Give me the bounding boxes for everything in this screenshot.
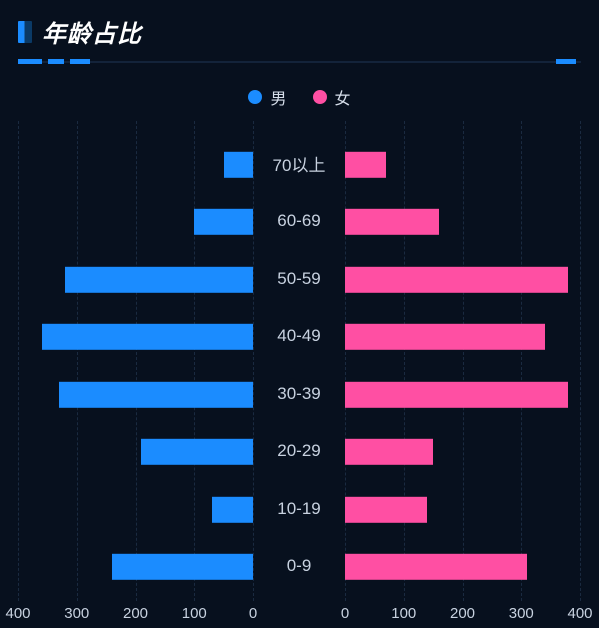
bar-female xyxy=(345,209,439,235)
axis-tick: 300 xyxy=(509,605,534,622)
chart-left-col xyxy=(18,121,253,601)
bar-row xyxy=(18,199,253,257)
bar-row xyxy=(18,256,253,314)
gridline xyxy=(580,121,581,601)
category-label: 40-49 xyxy=(253,308,345,366)
bar-male xyxy=(65,267,253,293)
bar-female xyxy=(345,382,568,408)
bar-male xyxy=(112,554,253,580)
x-axis-right: 0100200300400 xyxy=(345,605,580,627)
bar-male xyxy=(59,382,253,408)
bar-female xyxy=(345,554,527,580)
bars-female xyxy=(345,121,580,601)
legend-item-female: 女 xyxy=(313,85,351,109)
bar-female xyxy=(345,324,545,350)
bar-male xyxy=(141,439,253,465)
bar-female xyxy=(345,267,568,293)
category-label: 10-19 xyxy=(253,480,345,538)
bar-row xyxy=(18,486,253,544)
bar-male xyxy=(42,324,254,350)
bar-row xyxy=(345,371,580,429)
category-label: 30-39 xyxy=(253,365,345,423)
bar-row xyxy=(18,544,253,602)
axis-tick: 0 xyxy=(341,605,349,622)
chart-label-col: 70以上60-6950-5940-4930-3920-2910-190-9 xyxy=(253,121,345,601)
bar-row xyxy=(18,314,253,372)
legend-label: 男 xyxy=(270,85,286,109)
axis-tick: 200 xyxy=(450,605,475,622)
chart-right-col xyxy=(345,121,580,601)
category-label: 70以上 xyxy=(253,135,345,193)
category-label: 50-59 xyxy=(253,250,345,308)
category-label: 0-9 xyxy=(253,538,345,596)
bar-row xyxy=(345,486,580,544)
axis-tick: 400 xyxy=(5,605,30,622)
bar-row xyxy=(345,256,580,314)
category-label: 20-29 xyxy=(253,423,345,481)
bar-row xyxy=(18,429,253,487)
bar-row xyxy=(345,544,580,602)
bar-accent-icon xyxy=(18,21,32,43)
x-axis-left: 4003002001000 xyxy=(18,605,253,627)
axis-tick: 100 xyxy=(182,605,207,622)
bar-row xyxy=(345,429,580,487)
axis-tick: 0 xyxy=(249,605,257,622)
male-swatch-icon xyxy=(248,90,262,104)
underline-accent xyxy=(556,59,576,64)
underline-base xyxy=(18,61,581,63)
legend: 男女 xyxy=(18,85,581,109)
age-chart: 70以上60-6950-5940-4930-3920-2910-190-9 xyxy=(18,121,581,601)
underline-accent xyxy=(18,59,42,64)
bars-male xyxy=(18,121,253,601)
bar-row xyxy=(18,371,253,429)
bar-row xyxy=(345,199,580,257)
underline-accent xyxy=(70,59,90,64)
bar-male xyxy=(224,152,253,178)
bar-row xyxy=(345,141,580,199)
legend-label: 女 xyxy=(335,85,351,109)
axis-tick: 400 xyxy=(567,605,592,622)
axis-tick: 100 xyxy=(391,605,416,622)
bar-male xyxy=(212,497,253,523)
female-swatch-icon xyxy=(313,90,327,104)
bar-row xyxy=(18,141,253,199)
bar-female xyxy=(345,497,427,523)
age-distribution-panel: 年龄占比 男女 70以上60-6950-5940-4930-3920-2910-… xyxy=(0,0,599,628)
panel-title: 年龄占比 xyxy=(42,14,142,49)
title-row: 年龄占比 xyxy=(18,14,581,49)
x-axis: 4003002001000 0100200300400 xyxy=(18,605,581,627)
bar-female xyxy=(345,152,386,178)
bar-row xyxy=(345,314,580,372)
underline-accent xyxy=(48,59,64,64)
title-underline xyxy=(18,55,581,69)
bar-female xyxy=(345,439,433,465)
legend-item-male: 男 xyxy=(248,85,286,109)
category-label: 60-69 xyxy=(253,193,345,251)
axis-tick: 200 xyxy=(123,605,148,622)
axis-tick: 300 xyxy=(64,605,89,622)
bar-male xyxy=(194,209,253,235)
